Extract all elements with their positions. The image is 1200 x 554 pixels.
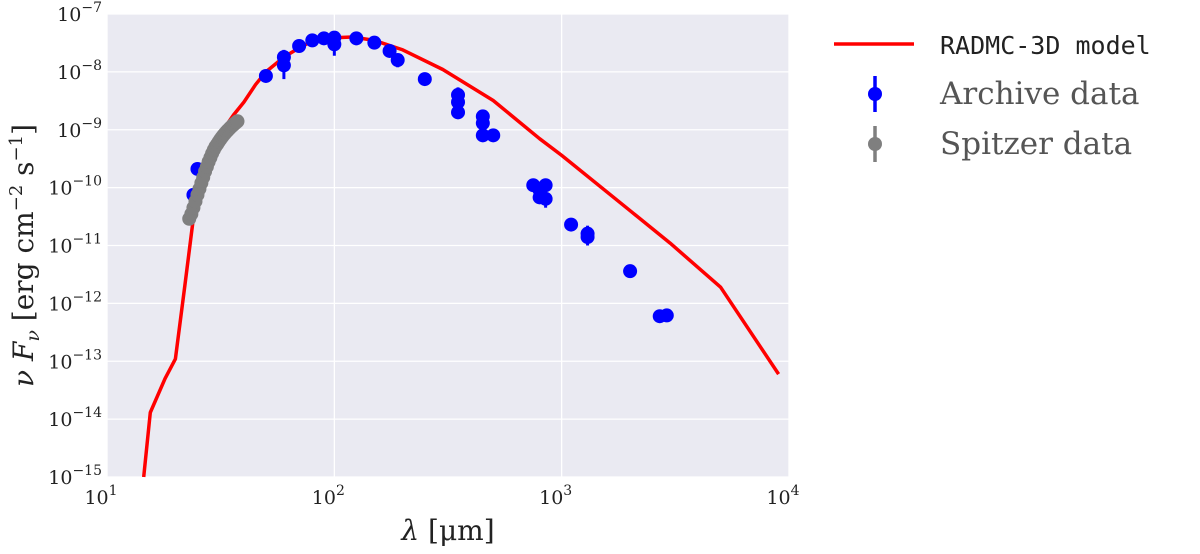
y-axis-unit-b: s xyxy=(7,161,40,175)
data-point xyxy=(316,31,331,46)
data-point xyxy=(538,191,553,206)
data-point xyxy=(327,37,342,52)
legend-item: Archive data xyxy=(868,76,1139,112)
y-axis-symbol-2: F xyxy=(7,340,40,362)
x-axis-symbol: λ xyxy=(400,514,419,547)
x-axis-label: λ [μm] xyxy=(400,514,494,547)
x-tick-label: 102 xyxy=(312,483,345,509)
tick-labels: 101 102 103 104 10−15 10−14 10−13 10−12 10−11 10−… xyxy=(48,0,799,509)
data-point xyxy=(451,105,466,120)
y-tick-label: 10−15 xyxy=(48,463,102,489)
x-tick-label: 103 xyxy=(539,483,572,509)
y-tick-label: 10−10 xyxy=(48,174,102,200)
data-point xyxy=(292,38,307,53)
y-axis-symbol: ν xyxy=(7,370,40,387)
data-point xyxy=(659,308,674,323)
y-tick-label: 10−13 xyxy=(48,347,102,373)
y-tick-label: 10−12 xyxy=(48,289,102,315)
legend-marker-swatch xyxy=(868,137,882,151)
y-axis-exp-a: −2 xyxy=(6,185,27,212)
x-tick-label: 104 xyxy=(766,483,799,509)
legend-item: Spitzer data xyxy=(868,126,1132,162)
series-layer xyxy=(141,30,781,478)
legend-marker-swatch xyxy=(868,87,882,101)
data-point xyxy=(349,31,364,46)
x-axis-unit: μm xyxy=(439,514,484,547)
y-tick-label: 10−8 xyxy=(57,58,102,84)
data-point xyxy=(623,264,638,279)
legend-label: Spitzer data xyxy=(940,126,1132,162)
legend-item: RADMC-3D model xyxy=(834,31,1151,60)
data-point xyxy=(486,128,501,143)
grid-lines xyxy=(106,13,790,478)
archive-data-series xyxy=(186,30,674,324)
data-point xyxy=(580,230,595,245)
x-tick-label: 101 xyxy=(84,483,117,509)
data-point xyxy=(564,217,579,232)
data-point xyxy=(475,128,490,143)
legend-label: RADMC-3D model xyxy=(940,31,1151,60)
data-point xyxy=(417,72,432,87)
data-point xyxy=(538,178,553,193)
data-point xyxy=(451,95,466,110)
y-tick-label: 10−7 xyxy=(57,0,102,26)
y-tick-label: 10−9 xyxy=(57,116,102,142)
legend-label: Archive data xyxy=(939,76,1139,112)
data-point xyxy=(367,35,382,50)
data-point xyxy=(390,53,405,68)
y-axis-sub: ν xyxy=(22,330,44,342)
data-point xyxy=(276,58,291,73)
legend: RADMC-3D model Archive data Spitzer data xyxy=(834,31,1151,162)
data-point xyxy=(305,33,320,48)
y-tick-label: 10−11 xyxy=(48,232,102,258)
y-axis-unit-a: erg cm xyxy=(7,211,40,310)
data-point xyxy=(382,43,397,58)
spitzer-data-series xyxy=(182,114,245,226)
data-point xyxy=(475,116,490,131)
y-axis-exp-b: −1 xyxy=(6,135,27,162)
data-point xyxy=(258,68,273,83)
data-point xyxy=(230,114,245,129)
y-axis-label: ν Fν [erg cm−2 s−1] xyxy=(6,124,44,387)
y-tick-label: 10−14 xyxy=(48,405,102,431)
